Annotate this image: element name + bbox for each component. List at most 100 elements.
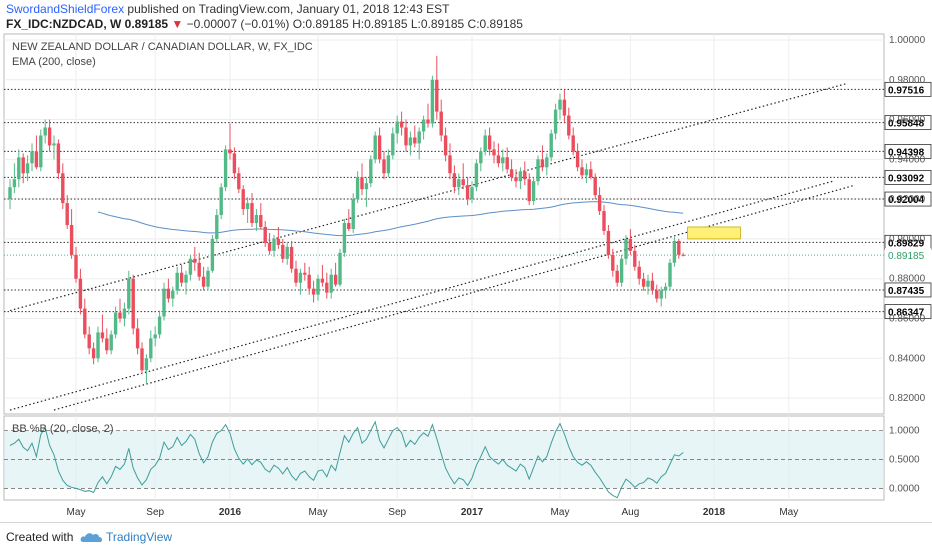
candle[interactable] bbox=[531, 177, 536, 206]
candle[interactable] bbox=[646, 274, 650, 295]
candle[interactable] bbox=[602, 205, 606, 235]
candle[interactable] bbox=[382, 151, 386, 180]
candle[interactable] bbox=[408, 131, 413, 156]
tradingview-logo[interactable]: TradingView bbox=[80, 527, 172, 547]
candle[interactable] bbox=[65, 195, 69, 229]
candle[interactable] bbox=[351, 193, 355, 233]
candle[interactable] bbox=[628, 228, 633, 255]
candle[interactable] bbox=[135, 318, 140, 355]
candle[interactable] bbox=[171, 286, 175, 307]
candle[interactable] bbox=[122, 302, 127, 327]
candle[interactable] bbox=[25, 155, 30, 182]
candle[interactable] bbox=[540, 145, 545, 172]
candle[interactable] bbox=[545, 153, 549, 176]
candle[interactable] bbox=[184, 270, 188, 295]
candle[interactable] bbox=[523, 161, 527, 186]
candle[interactable] bbox=[87, 326, 91, 355]
candle[interactable] bbox=[188, 254, 193, 281]
candle[interactable] bbox=[342, 219, 347, 257]
candle[interactable] bbox=[619, 254, 624, 287]
candle[interactable] bbox=[663, 282, 668, 299]
candle[interactable] bbox=[474, 159, 479, 192]
candle[interactable] bbox=[426, 103, 430, 128]
candle[interactable] bbox=[149, 330, 153, 363]
candle[interactable] bbox=[105, 328, 109, 355]
candle[interactable] bbox=[223, 145, 228, 192]
candle[interactable] bbox=[505, 147, 509, 174]
candle[interactable] bbox=[254, 209, 259, 231]
candle[interactable] bbox=[245, 197, 250, 224]
candle[interactable] bbox=[237, 167, 241, 194]
candle[interactable] bbox=[96, 326, 100, 363]
candle[interactable] bbox=[338, 248, 342, 287]
candle[interactable] bbox=[514, 169, 518, 188]
candle[interactable] bbox=[347, 209, 351, 231]
candle[interactable] bbox=[232, 147, 237, 180]
candle[interactable] bbox=[672, 236, 677, 267]
candle[interactable] bbox=[21, 153, 25, 184]
candle[interactable] bbox=[43, 119, 47, 144]
candle[interactable] bbox=[364, 177, 369, 208]
candle[interactable] bbox=[144, 354, 149, 385]
candle[interactable] bbox=[461, 163, 465, 190]
candle[interactable] bbox=[34, 135, 39, 170]
candle[interactable] bbox=[377, 127, 382, 164]
candle[interactable] bbox=[536, 155, 540, 186]
candle[interactable] bbox=[316, 274, 320, 301]
candle[interactable] bbox=[457, 173, 461, 196]
candle[interactable] bbox=[131, 274, 135, 335]
price-chart[interactable]: 0.97516 0.95848 0.94398 0.93092 0.92004 0.898… bbox=[0, 0, 932, 522]
candle[interactable] bbox=[465, 177, 470, 206]
candle[interactable] bbox=[417, 127, 421, 160]
candle[interactable] bbox=[289, 240, 294, 273]
candle[interactable] bbox=[633, 244, 637, 271]
candle[interactable] bbox=[109, 330, 113, 355]
candle[interactable] bbox=[584, 163, 589, 184]
candle[interactable] bbox=[421, 115, 426, 140]
candle[interactable] bbox=[571, 127, 575, 156]
candle[interactable] bbox=[360, 163, 364, 196]
candle[interactable] bbox=[558, 93, 562, 120]
candle[interactable] bbox=[162, 282, 166, 321]
candle[interactable] bbox=[259, 203, 263, 229]
candle[interactable] bbox=[369, 155, 373, 188]
candle[interactable] bbox=[8, 179, 12, 210]
candle[interactable] bbox=[677, 238, 681, 259]
candle[interactable] bbox=[527, 173, 531, 206]
candle[interactable] bbox=[470, 181, 474, 204]
candle[interactable] bbox=[615, 264, 619, 287]
candle[interactable] bbox=[175, 266, 179, 295]
candle[interactable] bbox=[215, 209, 219, 243]
candle[interactable] bbox=[113, 306, 118, 339]
candle[interactable] bbox=[285, 242, 289, 265]
candle[interactable] bbox=[659, 286, 663, 307]
candle[interactable] bbox=[325, 272, 329, 299]
candle[interactable] bbox=[483, 129, 487, 156]
candle[interactable] bbox=[641, 272, 646, 291]
candle[interactable] bbox=[518, 167, 523, 190]
candle[interactable] bbox=[430, 75, 435, 128]
candle[interactable] bbox=[399, 111, 404, 136]
candle[interactable] bbox=[404, 119, 408, 152]
candle[interactable] bbox=[56, 139, 61, 180]
candle[interactable] bbox=[272, 234, 276, 257]
candle[interactable] bbox=[606, 224, 611, 259]
candle[interactable] bbox=[61, 163, 65, 210]
candle[interactable] bbox=[593, 173, 597, 200]
candle[interactable] bbox=[206, 266, 210, 291]
candle[interactable] bbox=[355, 171, 360, 204]
candle[interactable] bbox=[294, 260, 298, 287]
candle[interactable] bbox=[329, 268, 333, 299]
candle[interactable] bbox=[210, 234, 215, 273]
candle[interactable] bbox=[69, 209, 74, 259]
candle[interactable] bbox=[47, 119, 52, 152]
candle[interactable] bbox=[501, 149, 505, 172]
candle[interactable] bbox=[637, 260, 641, 285]
candle[interactable] bbox=[179, 264, 184, 287]
candle[interactable] bbox=[448, 143, 452, 180]
candle[interactable] bbox=[263, 221, 267, 247]
candle[interactable] bbox=[52, 135, 56, 160]
candle[interactable] bbox=[166, 278, 171, 303]
candle[interactable] bbox=[241, 185, 245, 216]
candle[interactable] bbox=[611, 248, 615, 277]
